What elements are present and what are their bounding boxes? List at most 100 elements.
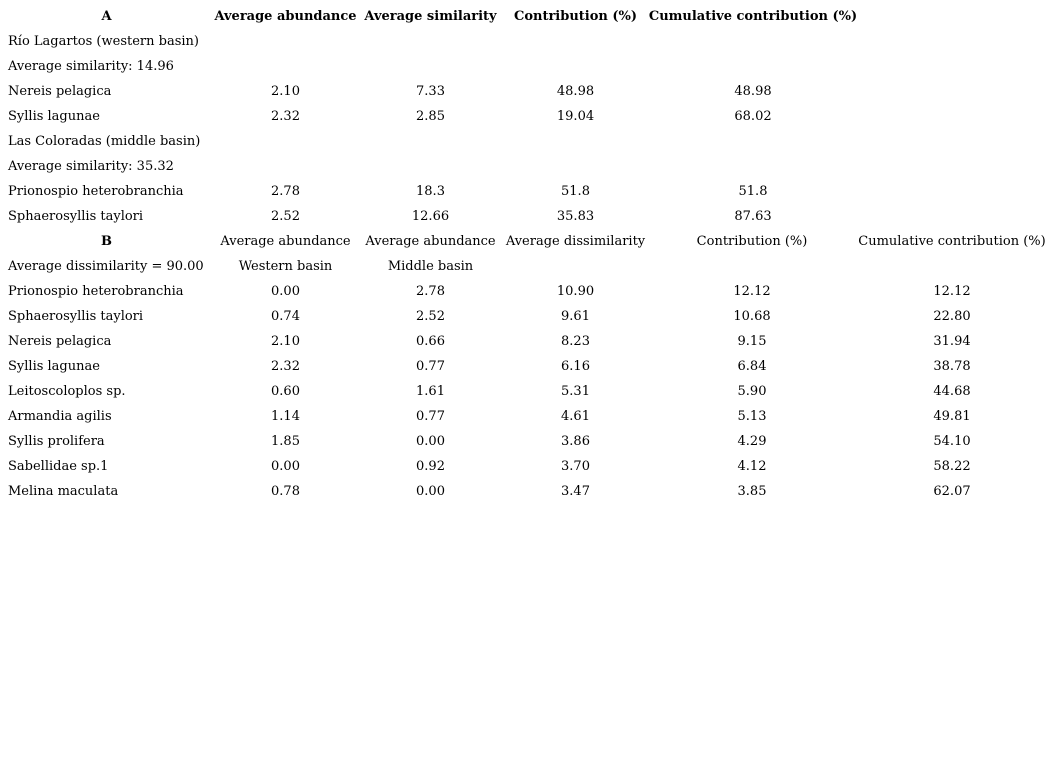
species-name: Melina maculata	[8, 484, 119, 499]
table-row: Melina maculata 0.78 0.00 3.47 3.85 62.0…	[0, 479, 1053, 504]
value-cell: 0.78	[271, 484, 300, 499]
value-cell: 38.78	[933, 359, 971, 374]
value-cell: 0.00	[271, 459, 300, 474]
table-a-panel-label: A	[101, 9, 112, 24]
avg-dissimilarity-label: Average dissimilarity = 90.00	[8, 259, 204, 274]
value-cell: 1.61	[416, 384, 445, 399]
table-row: Armandia agilis 1.14 0.77 4.61 5.13 49.8…	[0, 404, 1053, 429]
species-name: Syllis lagunae	[8, 359, 100, 374]
value-cell: 9.61	[561, 309, 590, 324]
value-cell: 6.84	[737, 359, 767, 374]
table-a-subtitle-row: Average similarity: 35.32	[0, 154, 1053, 179]
value-cell: 12.12	[733, 284, 771, 299]
table-row: Nereis pelagica 2.10 0.66 8.23 9.15 31.9…	[0, 329, 1053, 354]
value-cell: 62.07	[933, 484, 971, 499]
table-b-col-header-avg-dissimilarity: Average dissimilarity	[505, 234, 646, 249]
value-cell: 4.61	[561, 409, 590, 424]
table-row: Sphaerosyllis taylori 0.74 2.52 9.61 10.…	[0, 304, 1053, 329]
value-cell: 19.04	[556, 109, 595, 124]
table-row: Prionospio heterobranchia 0.00 2.78 10.9…	[0, 279, 1053, 304]
group-label-middle-basin: Las Coloradas (middle basin)	[8, 134, 201, 149]
group-label-western-basin: Río Lagartos (western basin)	[8, 34, 199, 49]
value-cell: 2.32	[271, 109, 300, 124]
species-name: Nereis pelagica	[8, 84, 112, 99]
table-row: Nereis pelagica 2.10 7.33 48.98 48.98	[0, 79, 1053, 104]
value-cell: 2.52	[271, 209, 300, 224]
value-cell: 1.85	[271, 434, 300, 449]
value-cell: 10.68	[733, 309, 771, 324]
value-cell: 2.10	[271, 334, 300, 349]
species-name: Nereis pelagica	[8, 334, 112, 349]
value-cell: 22.80	[933, 309, 971, 324]
value-cell: 87.63	[734, 209, 772, 224]
avg-similarity-middle: Average similarity: 35.32	[8, 159, 174, 174]
value-cell: 12.12	[933, 284, 971, 299]
value-cell: 0.74	[271, 309, 300, 324]
table-b-col-header-avg-abundance-west: Average abundance	[220, 234, 351, 249]
species-name: Prionospio heterobranchia	[8, 284, 184, 299]
table-a-col-header-contribution: Contribution (%)	[513, 9, 638, 24]
table-b-subheader-row: Average dissimilarity = 90.00 Western ba…	[0, 254, 1053, 279]
value-cell: 9.15	[737, 334, 767, 349]
value-cell: 0.77	[416, 409, 445, 424]
subheader-middle-basin: Middle basin	[387, 259, 474, 274]
value-cell: 35.83	[556, 209, 595, 224]
table-a-header-row: A Average abundance Average similarity C…	[0, 4, 1053, 29]
value-cell: 5.90	[737, 384, 767, 399]
value-cell: 58.22	[933, 459, 971, 474]
value-cell: 31.94	[933, 334, 971, 349]
value-cell: 2.78	[416, 284, 445, 299]
value-cell: 7.33	[416, 84, 445, 99]
value-cell: 0.00	[416, 484, 445, 499]
value-cell: 51.8	[738, 184, 768, 199]
table-row: Syllis lagunae 2.32 2.85 19.04 68.02	[0, 104, 1053, 129]
species-name: Sphaerosyllis taylori	[8, 209, 144, 224]
value-cell: 5.31	[561, 384, 590, 399]
table-row: Syllis lagunae 2.32 0.77 6.16 6.84 38.78	[0, 354, 1053, 379]
avg-similarity-western: Average similarity: 14.96	[8, 59, 174, 74]
value-cell: 3.85	[737, 484, 767, 499]
value-cell: 8.23	[561, 334, 590, 349]
table-b-col-header-contribution: Contribution (%)	[696, 234, 808, 249]
subheader-western-basin: Western basin	[238, 259, 333, 274]
value-cell: 2.10	[271, 84, 300, 99]
table-a-subtitle-row: Average similarity: 14.96	[0, 54, 1053, 79]
value-cell: 0.92	[416, 459, 445, 474]
table-row: Sabellidae sp.1 0.00 0.92 3.70 4.12 58.2…	[0, 454, 1053, 479]
value-cell: 0.00	[271, 284, 300, 299]
value-cell: 0.77	[416, 359, 445, 374]
value-cell: 44.68	[933, 384, 971, 399]
value-cell: 2.78	[271, 184, 300, 199]
value-cell: 2.32	[271, 359, 300, 374]
table-a-col-header-avg-abundance: Average abundance	[214, 9, 357, 24]
value-cell: 5.13	[737, 409, 767, 424]
value-cell: 4.12	[737, 459, 767, 474]
species-name: Armandia agilis	[8, 409, 112, 424]
table-a-group-row: Río Lagartos (western basin)	[0, 29, 1053, 54]
value-cell: 18.3	[416, 184, 445, 199]
table-b-col-header-cumulative: Cumulative contribution (%)	[858, 234, 1046, 249]
value-cell: 10.90	[556, 284, 595, 299]
table-b-header-row: B Average abundance Average abundance Av…	[0, 229, 1053, 254]
species-name: Sphaerosyllis taylori	[8, 309, 144, 324]
table-a-col-header-cumulative: Cumulative contribution (%)	[648, 9, 858, 24]
value-cell: 68.02	[734, 109, 772, 124]
value-cell: 51.8	[561, 184, 590, 199]
value-cell: 2.85	[416, 109, 445, 124]
value-cell: 48.98	[556, 84, 595, 99]
species-name: Syllis prolifera	[8, 434, 105, 449]
table-b-panel-label: B	[101, 234, 112, 249]
table-b-col-header-avg-abundance-mid: Average abundance	[365, 234, 496, 249]
table-row: Syllis prolifera 1.85 0.00 3.86 4.29 54.…	[0, 429, 1053, 454]
value-cell: 49.81	[933, 409, 971, 424]
value-cell: 54.10	[933, 434, 971, 449]
value-cell: 0.66	[416, 334, 445, 349]
value-cell: 3.70	[561, 459, 590, 474]
value-cell: 48.98	[734, 84, 772, 99]
value-cell: 0.60	[271, 384, 300, 399]
value-cell: 0.00	[416, 434, 445, 449]
table-a-col-header-avg-similarity: Average similarity	[364, 9, 497, 24]
table-row: Sphaerosyllis taylori 2.52 12.66 35.83 8…	[0, 204, 1053, 229]
value-cell: 4.29	[737, 434, 767, 449]
